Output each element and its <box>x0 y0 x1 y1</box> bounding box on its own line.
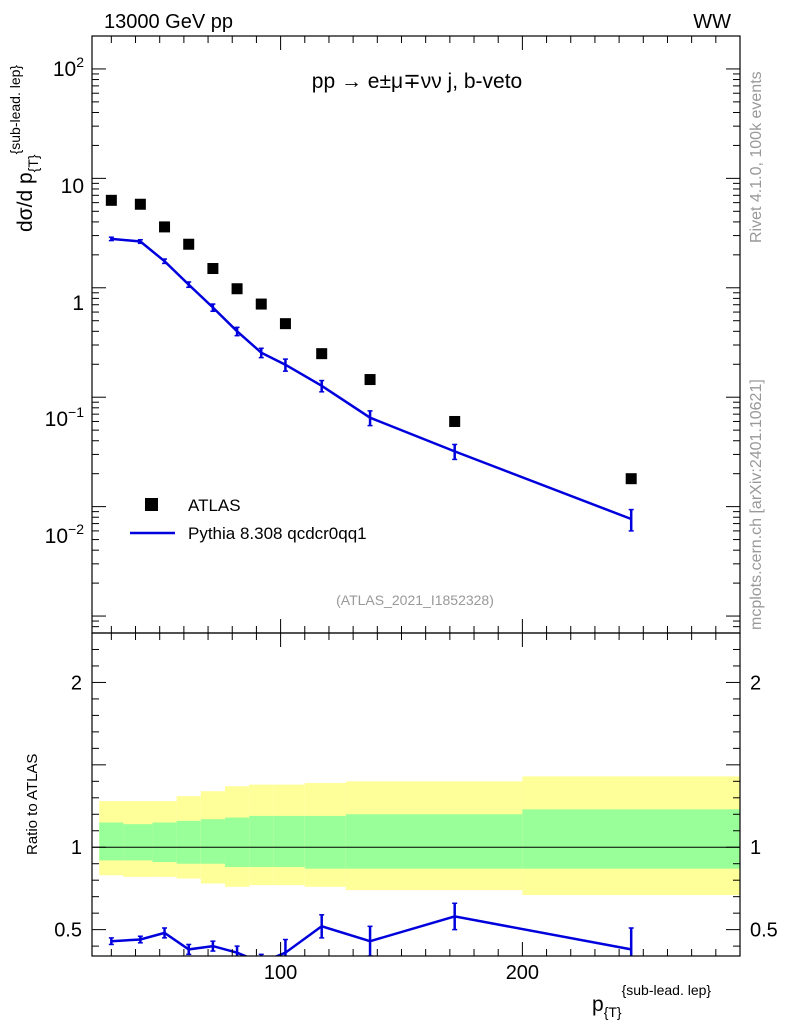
green-band <box>152 822 177 863</box>
main-y-tick-labels: 10−2 10−1 1 10 102 <box>45 54 85 548</box>
mc-series-ratio <box>108 902 634 956</box>
atlas-point <box>231 283 243 295</box>
y-tick-label-1e2: 102 <box>53 54 84 81</box>
ratio-panel-frame <box>91 632 741 957</box>
y-tick-label-10: 10 <box>61 175 84 198</box>
energy-label: 13000 GeV pp <box>104 11 233 33</box>
atlas-point <box>625 473 637 485</box>
y-tick-label-1e-1: 10−1 <box>45 404 85 431</box>
legend-mc-label: Pythia 8.308 qcdcr0qq1 <box>188 524 367 543</box>
atlas-point <box>105 194 117 206</box>
ratio-y-tick-label: 2 <box>71 672 82 694</box>
legend-atlas-marker <box>145 498 158 511</box>
rivet-label: Rivet 4.1.0, 100k events <box>748 71 765 243</box>
main-panel-frame <box>91 35 741 634</box>
analysis-id: (ATLAS_2021_I1852328) <box>336 592 494 608</box>
process-tag: WW <box>693 11 731 33</box>
ratio-y-tick-label: 0.5 <box>54 920 82 942</box>
green-band <box>99 822 124 861</box>
ratio-y-tick-labels: 0.5 0.5 1 1 2 2 <box>54 672 778 941</box>
ratio-y-tick-label: 0.5 <box>750 920 778 942</box>
mc-series-main <box>108 236 634 532</box>
green-band <box>273 815 305 868</box>
green-band <box>304 815 346 869</box>
atlas-point <box>255 298 267 310</box>
ratio-y-tick-label: 1 <box>71 837 82 859</box>
y-tick-label-1: 1 <box>72 292 84 315</box>
main-y-axis-label: dσ/d p{T}{sub-lead. lep} <box>7 65 41 232</box>
atlas-point <box>279 318 291 330</box>
green-band <box>522 809 740 869</box>
atlas-series-main <box>105 194 637 485</box>
atlas-point <box>159 221 171 233</box>
green-band <box>200 819 225 864</box>
ratio-uncertainty-bands <box>99 776 740 896</box>
green-band <box>345 814 402 869</box>
ratio-y-tick-label: 1 <box>750 837 761 859</box>
green-band <box>176 820 201 864</box>
legend-atlas-label: ATLAS <box>188 496 241 515</box>
green-band <box>401 814 523 869</box>
ratio-y-axis-label: Ratio to ATLAS <box>24 754 41 855</box>
x-tick-labels: 100 200 <box>264 962 539 984</box>
atlas-point <box>316 348 328 360</box>
x-tick-label: 200 <box>506 962 539 984</box>
green-band <box>123 824 153 861</box>
main-title: pp → e±μ∓νν j, b-veto <box>312 70 522 93</box>
x-tick-label: 100 <box>264 962 297 984</box>
ratio-axis-ticks <box>92 633 741 956</box>
legend: ATLAS Pythia 8.308 qcdcr0qq1 <box>130 496 367 543</box>
main-axis-ticks <box>92 35 741 634</box>
atlas-point <box>449 415 461 427</box>
atlas-point <box>364 374 376 386</box>
x-axis-label: p{T}{sub-lead. lep} <box>592 982 711 1020</box>
ratio-mc-line <box>111 915 632 956</box>
atlas-point <box>207 263 219 275</box>
y-tick-label-1e-2: 10−2 <box>45 521 85 548</box>
atlas-point <box>183 238 195 250</box>
green-band <box>249 815 274 868</box>
ratio-y-tick-label: 2 <box>750 672 761 694</box>
green-band <box>224 817 250 868</box>
atlas-point <box>134 198 146 210</box>
mc-line <box>111 237 632 521</box>
mcplots-label: mcplots.cern.ch [arXiv:2401.10621] <box>748 379 765 630</box>
